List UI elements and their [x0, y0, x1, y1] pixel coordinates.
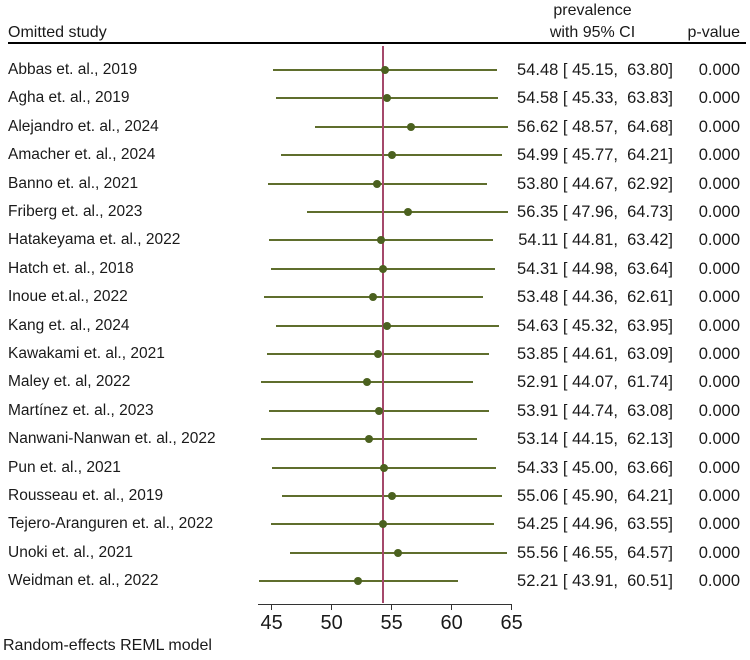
- estimate-marker: [365, 435, 374, 444]
- row-label: Inoue et.al., 2022: [8, 288, 128, 306]
- p-value: 0.000: [698, 231, 740, 250]
- p-value: 0.000: [698, 458, 740, 477]
- estimate-marker: [388, 492, 397, 500]
- ci-value: 52.91 [ 44.07, 61.74]: [517, 373, 673, 392]
- estimate-marker: [374, 406, 383, 415]
- row-label: Hatakeyama et. al., 2022: [8, 231, 181, 249]
- p-value: 0.000: [698, 61, 740, 79]
- column-header-p-value: p-value: [687, 24, 740, 41]
- ci-value: 53.91 [ 44.74, 63.08]: [517, 401, 673, 420]
- p-value: 0.000: [698, 515, 740, 534]
- p-value: 0.000: [698, 373, 740, 392]
- ci-value: 55.06 [ 45.90, 64.21]: [517, 487, 673, 505]
- x-axis-tick: [450, 603, 453, 610]
- row-label: Maley et. al, 2022: [8, 373, 131, 391]
- row-label: Tejero-Aranguren et. al., 2022: [8, 515, 214, 533]
- p-value: 0.000: [698, 117, 740, 136]
- x-axis-tick-label: 65: [500, 612, 523, 634]
- ci-value: 53.14 [ 44.15, 62.13]: [517, 430, 673, 449]
- ci-value: 54.11 [ 44.81, 63.42]: [518, 231, 673, 250]
- estimate-marker: [382, 94, 391, 103]
- estimate-marker: [378, 520, 387, 529]
- x-axis-tick: [270, 603, 273, 610]
- p-value: 0.000: [698, 572, 740, 591]
- estimate-marker: [381, 66, 390, 74]
- estimate-marker: [379, 463, 388, 472]
- p-value: 0.000: [698, 203, 740, 221]
- estimate-marker: [394, 548, 403, 557]
- row-label: Amacher et. al., 2024: [8, 146, 156, 164]
- x-axis-tick-label: 60: [440, 612, 463, 634]
- ci-value: 53.80 [ 44.67, 62.92]: [517, 174, 673, 193]
- column-header-effect-line1: prevalence: [553, 2, 632, 19]
- ci-value: 56.62 [ 48.57, 64.68]: [517, 117, 673, 136]
- ci-value: 54.25 [ 44.96, 63.55]: [517, 515, 673, 534]
- row-label: Alejandro et. al., 2024: [8, 117, 159, 135]
- row-label: Weidman et. al., 2022: [8, 572, 159, 590]
- p-value: 0.000: [698, 430, 740, 449]
- ci-value: 54.58 [ 45.33, 63.83]: [517, 89, 673, 108]
- x-axis-tick: [510, 603, 513, 610]
- row-label: Friberg et. al., 2023: [8, 203, 143, 220]
- row-label: Hatch et. al., 2018: [8, 259, 134, 277]
- ci-value: 54.48 [ 45.15, 63.80]: [517, 61, 673, 79]
- footer-note: Random-effects REML model: [3, 637, 212, 654]
- row-label: Unoki et. al., 2021: [8, 543, 133, 561]
- ci-value: 54.31 [ 44.98, 63.64]: [517, 259, 673, 278]
- header-rule: [8, 42, 746, 45]
- estimate-marker: [373, 350, 382, 358]
- column-header-omitted-study: Omitted study: [8, 24, 107, 41]
- x-axis-tick: [330, 603, 333, 610]
- ci-value: 53.85 [ 44.61, 63.09]: [517, 345, 673, 363]
- estimate-marker: [379, 264, 388, 273]
- row-label: Kang et. al., 2024: [8, 316, 130, 334]
- p-value: 0.000: [698, 89, 740, 108]
- ci-value: 54.63 [ 45.32, 63.95]: [517, 316, 673, 335]
- p-value: 0.000: [698, 487, 740, 505]
- estimate-marker: [369, 293, 378, 302]
- p-value: 0.000: [698, 259, 740, 278]
- row-label: Nanwani-Nanwan et. al., 2022: [8, 430, 216, 448]
- estimate-marker: [373, 179, 382, 188]
- x-axis-tick-label: 45: [260, 612, 283, 634]
- p-value: 0.000: [698, 401, 740, 420]
- row-label: Abbas et. al., 2019: [8, 61, 138, 78]
- estimate-marker: [354, 577, 363, 586]
- row-label: Martínez et. al., 2023: [8, 401, 154, 419]
- ci-value: 54.33 [ 45.00, 63.66]: [517, 458, 673, 477]
- row-label: Rousseau et. al., 2019: [8, 487, 164, 504]
- ci-value: 55.56 [ 46.55, 64.57]: [517, 543, 673, 562]
- p-value: 0.000: [698, 543, 740, 562]
- estimate-marker: [403, 208, 412, 216]
- estimate-marker: [377, 236, 385, 245]
- p-value: 0.000: [698, 146, 740, 165]
- ci-value: 52.21 [ 43.91, 60.51]: [517, 572, 673, 591]
- x-axis-tick-label: 55: [380, 612, 403, 634]
- row-label: Banno et. al., 2021: [8, 174, 139, 192]
- row-label: Pun et. al., 2021: [8, 458, 121, 476]
- estimate-marker: [383, 321, 392, 330]
- x-axis-tick-label: 50: [320, 612, 343, 634]
- estimate-marker: [362, 378, 371, 387]
- estimate-marker: [387, 151, 396, 160]
- ci-value: 53.48 [ 44.36, 62.61]: [517, 288, 673, 307]
- estimate-marker: [407, 122, 416, 131]
- p-value: 0.000: [698, 288, 740, 307]
- column-header-effect-line2: with 95% CI: [549, 24, 636, 41]
- p-value: 0.000: [698, 174, 740, 193]
- ci-value: 56.35 [ 47.96, 64.73]: [517, 203, 673, 221]
- p-value: 0.000: [698, 316, 740, 335]
- x-axis-tick: [390, 603, 393, 610]
- x-axis-line: [258, 603, 512, 606]
- ci-value: 54.99 [ 45.77, 64.21]: [517, 146, 673, 165]
- row-label: Agha et. al., 2019: [8, 89, 130, 107]
- p-value: 0.000: [698, 345, 740, 363]
- row-label: Kawakami et. al., 2021: [8, 345, 165, 362]
